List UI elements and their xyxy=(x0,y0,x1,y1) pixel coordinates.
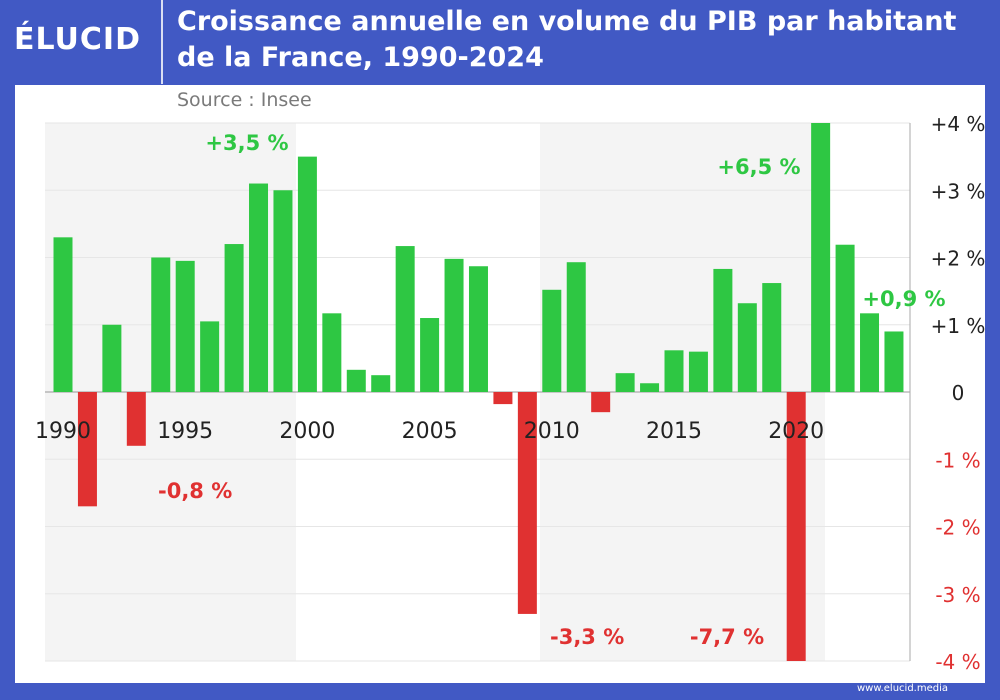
bar-2016 xyxy=(688,351,708,392)
bar-2022 xyxy=(835,244,855,392)
bar-2007 xyxy=(468,266,488,392)
bar-2024 xyxy=(884,331,904,392)
bar-2011 xyxy=(566,262,586,392)
bar-1990 xyxy=(53,237,73,392)
y-tick-label: +4 % xyxy=(931,112,986,136)
bar-1992 xyxy=(102,324,122,392)
y-tick-label: -4 % xyxy=(935,650,980,674)
bar-2023 xyxy=(860,313,880,392)
bar-2020 xyxy=(786,392,806,661)
y-tick-label: 0 xyxy=(952,381,965,405)
chart-source: Source : Insee xyxy=(177,89,312,111)
annotation-label: -0,8 % xyxy=(158,479,232,503)
bar-2008 xyxy=(493,392,513,405)
bar-2000 xyxy=(297,156,317,392)
bar-1999 xyxy=(273,190,293,392)
annotation-label: +3,5 % xyxy=(205,131,288,155)
x-tick-label: 2000 xyxy=(279,419,335,444)
bar-2017 xyxy=(713,268,733,392)
bar-2010 xyxy=(542,289,562,392)
bar-2001 xyxy=(322,313,342,392)
x-tick-label: 2005 xyxy=(402,419,458,444)
bar-2009 xyxy=(517,392,537,614)
bar-1994 xyxy=(151,257,171,392)
y-tick-label: +2 % xyxy=(931,247,986,271)
bar-2003 xyxy=(371,375,391,392)
y-tick-label: +1 % xyxy=(931,314,986,338)
chart-title: Croissance annuelle en volume du PIB par… xyxy=(177,6,957,73)
x-tick-label: 2020 xyxy=(768,419,824,444)
y-tick-label: -3 % xyxy=(935,583,980,607)
bar-2015 xyxy=(664,350,684,392)
y-tick-label: -1 % xyxy=(935,448,980,472)
y-tick-label: -2 % xyxy=(935,516,980,540)
bar-2005 xyxy=(420,318,440,392)
bar-1997 xyxy=(224,244,244,392)
bar-2014 xyxy=(640,383,660,392)
annotation-label: -3,3 % xyxy=(550,625,624,649)
bar-2018 xyxy=(737,303,757,392)
bar-2004 xyxy=(395,246,415,392)
footer-url[interactable]: www.elucid.media xyxy=(856,683,948,694)
elucid-logo: ÉLUCID xyxy=(14,22,141,57)
annotation-label: +0,9 % xyxy=(862,287,945,311)
bar-1998 xyxy=(249,183,269,392)
bar-2002 xyxy=(346,369,366,392)
y-tick-label: +3 % xyxy=(931,179,986,203)
annotation-label: -7,7 % xyxy=(690,625,764,649)
bar-2012 xyxy=(591,392,611,413)
bar-1993 xyxy=(126,392,146,446)
header-divider xyxy=(161,0,163,84)
annotation-label: +6,5 % xyxy=(717,155,800,179)
bar-2006 xyxy=(444,258,464,392)
bar-2019 xyxy=(762,283,782,392)
bar-1995 xyxy=(175,260,195,392)
x-tick-label: 2015 xyxy=(646,419,702,444)
x-tick-label: 1990 xyxy=(35,419,91,444)
bar-2013 xyxy=(615,373,635,392)
x-tick-label: 1995 xyxy=(157,419,213,444)
bar-1991 xyxy=(77,392,97,507)
bar-2021 xyxy=(811,123,831,392)
bar-1996 xyxy=(200,321,220,392)
x-tick-label: 2010 xyxy=(524,419,580,444)
